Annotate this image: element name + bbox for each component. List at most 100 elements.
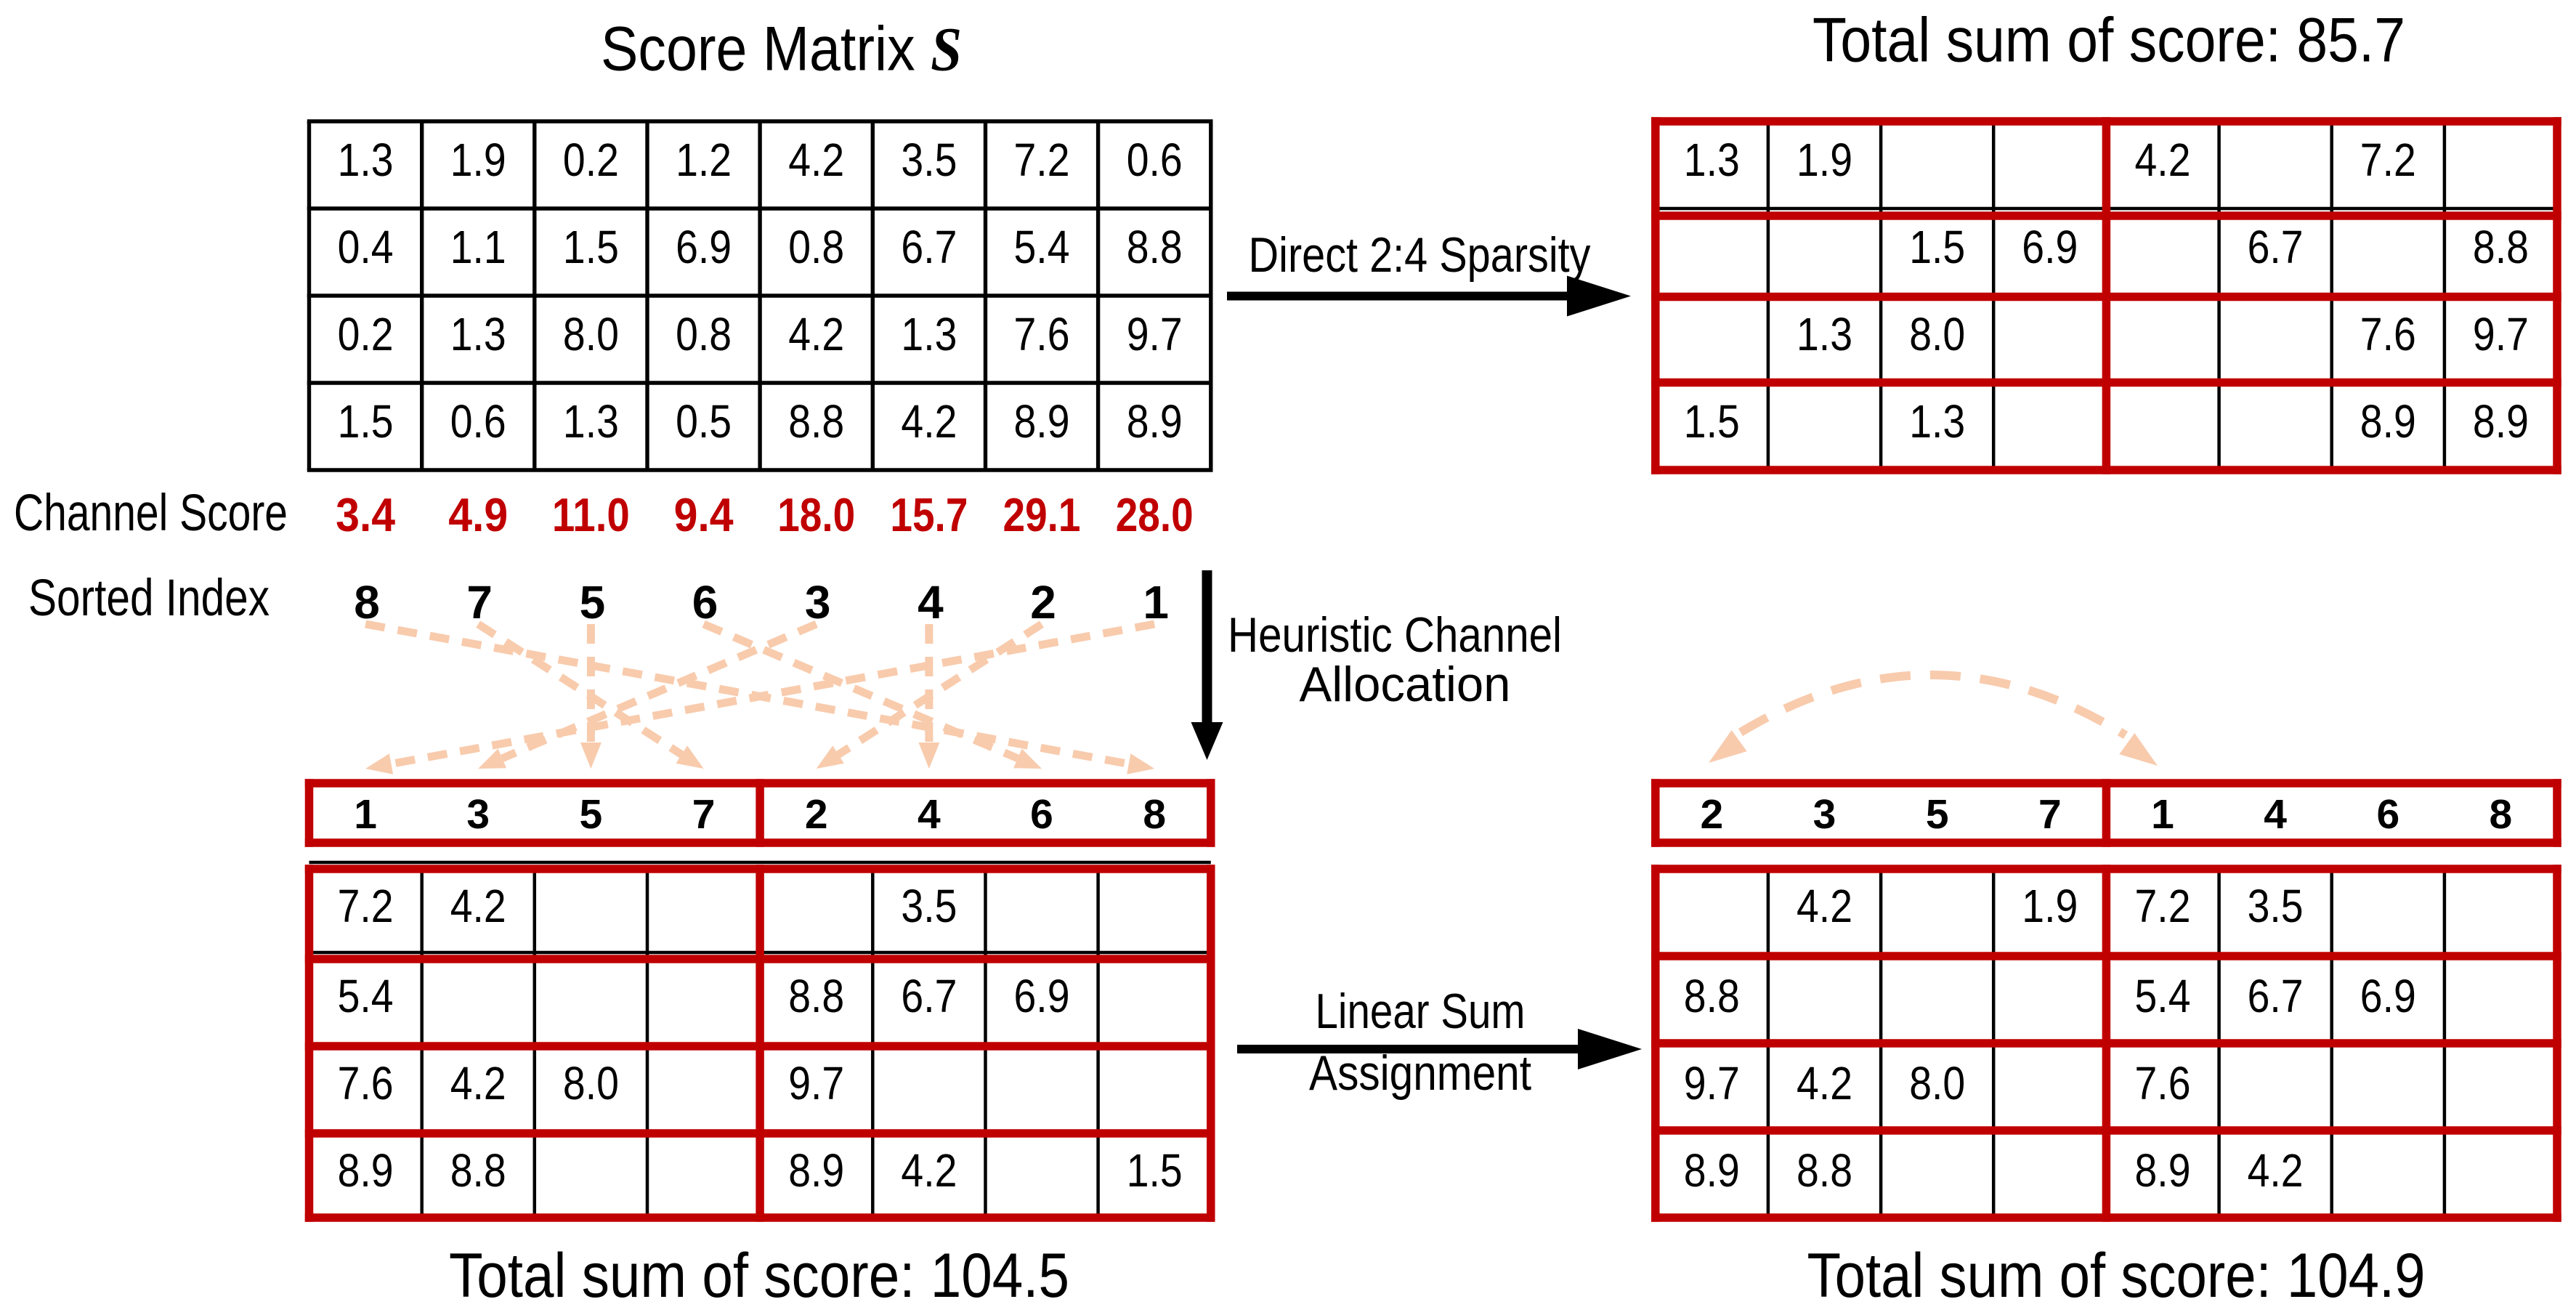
- svg-text:11.0: 11.0: [552, 488, 630, 541]
- svg-text:0.6: 0.6: [1127, 134, 1183, 186]
- svg-text:9.7: 9.7: [1684, 1057, 1740, 1109]
- svg-text:Allocation: Allocation: [1300, 657, 1511, 712]
- svg-text:29.1: 29.1: [1003, 488, 1081, 541]
- svg-text:2: 2: [805, 791, 828, 838]
- svg-text:7: 7: [692, 791, 716, 838]
- svg-text:3: 3: [466, 791, 490, 838]
- svg-text:4.2: 4.2: [1797, 1057, 1852, 1109]
- svg-text:4.2: 4.2: [450, 880, 506, 932]
- svg-text:6.9: 6.9: [2022, 221, 2078, 273]
- svg-text:7.2: 7.2: [2135, 880, 2191, 932]
- svg-text:6: 6: [2376, 791, 2399, 838]
- svg-text:1.2: 1.2: [676, 134, 732, 186]
- svg-text:Total sum of score: 104.5: Total sum of score: 104.5: [449, 1241, 1069, 1311]
- svg-text:3.5: 3.5: [2248, 880, 2304, 932]
- svg-text:Channel Score: Channel Score: [14, 485, 288, 542]
- svg-text:8.8: 8.8: [2473, 221, 2529, 273]
- svg-text:7: 7: [466, 576, 493, 628]
- svg-text:8.0: 8.0: [563, 1057, 619, 1109]
- svg-text:4: 4: [918, 791, 941, 838]
- svg-text:Heuristic Channel: Heuristic Channel: [1228, 607, 1562, 663]
- svg-text:4.2: 4.2: [788, 134, 844, 186]
- svg-text:6.7: 6.7: [2248, 221, 2304, 273]
- svg-text:8.9: 8.9: [2135, 1144, 2191, 1197]
- svg-text:2: 2: [1700, 791, 1723, 838]
- svg-text:6.9: 6.9: [2360, 970, 2416, 1022]
- svg-text:18.0: 18.0: [777, 488, 855, 541]
- svg-text:4.2: 4.2: [901, 395, 957, 448]
- svg-text:1.9: 1.9: [2022, 880, 2078, 932]
- svg-text:7: 7: [2038, 791, 2062, 838]
- svg-text:8.8: 8.8: [1127, 221, 1183, 273]
- svg-text:4.2: 4.2: [1797, 880, 1852, 932]
- svg-text:Total sum of score: 104.9: Total sum of score: 104.9: [1807, 1241, 2426, 1311]
- svg-text:9.7: 9.7: [2473, 308, 2529, 360]
- svg-text:6: 6: [1030, 791, 1053, 838]
- svg-text:5.4: 5.4: [338, 970, 394, 1022]
- svg-text:1.5: 1.5: [563, 221, 619, 273]
- svg-text:1.9: 1.9: [450, 134, 506, 186]
- svg-text:1.5: 1.5: [1127, 1144, 1183, 1197]
- svg-text:4.2: 4.2: [450, 1057, 506, 1109]
- svg-text:8.9: 8.9: [1014, 395, 1070, 448]
- svg-text:1.3: 1.3: [1797, 308, 1852, 360]
- svg-text:Assignment: Assignment: [1309, 1045, 1531, 1101]
- svg-text:7.6: 7.6: [338, 1057, 394, 1109]
- svg-text:3: 3: [1813, 791, 1836, 838]
- svg-text:8.0: 8.0: [563, 308, 619, 360]
- svg-text:8: 8: [2490, 791, 2513, 838]
- svg-text:6.7: 6.7: [901, 970, 957, 1022]
- svg-text:8.9: 8.9: [788, 1144, 844, 1197]
- svg-text:Sorted Index: Sorted Index: [28, 570, 270, 627]
- svg-text:1.9: 1.9: [1797, 134, 1852, 186]
- svg-text:9.4: 9.4: [674, 488, 734, 541]
- svg-text:9.7: 9.7: [788, 1057, 844, 1109]
- svg-text:0.8: 0.8: [788, 221, 844, 273]
- svg-text:7.2: 7.2: [2360, 134, 2416, 186]
- svg-text:5: 5: [580, 791, 603, 838]
- svg-text:8.8: 8.8: [788, 395, 844, 448]
- svg-text:1.3: 1.3: [1684, 134, 1740, 186]
- svg-text:Total sum of score: 85.7: Total sum of score: 85.7: [1812, 6, 2405, 76]
- svg-text:1: 1: [2151, 791, 2174, 838]
- svg-text:3.5: 3.5: [901, 134, 957, 186]
- svg-text:0.2: 0.2: [338, 308, 394, 360]
- svg-text:8.0: 8.0: [1909, 308, 1965, 360]
- svg-text:0.5: 0.5: [676, 395, 732, 448]
- svg-text:0.4: 0.4: [338, 221, 394, 273]
- svg-text:1.3: 1.3: [563, 395, 619, 448]
- svg-text:1.3: 1.3: [450, 308, 506, 360]
- svg-text:Score Matrix S: Score Matrix S: [601, 15, 962, 84]
- svg-text:1.3: 1.3: [901, 308, 957, 360]
- svg-text:1.3: 1.3: [1909, 395, 1965, 448]
- svg-text:4.2: 4.2: [901, 1144, 957, 1197]
- svg-text:5: 5: [1926, 791, 1949, 838]
- svg-text:7.2: 7.2: [338, 880, 394, 932]
- svg-text:1.5: 1.5: [1909, 221, 1965, 273]
- svg-text:1: 1: [1143, 576, 1169, 628]
- svg-text:4.9: 4.9: [448, 488, 508, 541]
- svg-text:15.7: 15.7: [890, 488, 968, 541]
- svg-text:1.3: 1.3: [338, 134, 394, 186]
- svg-text:1.1: 1.1: [450, 221, 506, 273]
- svg-text:28.0: 28.0: [1116, 488, 1194, 541]
- svg-text:1: 1: [354, 791, 377, 838]
- svg-text:5.4: 5.4: [1014, 221, 1070, 273]
- svg-text:4.2: 4.2: [2135, 134, 2191, 186]
- svg-text:3.5: 3.5: [901, 880, 957, 932]
- svg-text:8.9: 8.9: [1127, 395, 1183, 448]
- svg-text:6.7: 6.7: [2248, 970, 2304, 1022]
- svg-text:8.9: 8.9: [338, 1144, 394, 1197]
- svg-text:6.9: 6.9: [676, 221, 732, 273]
- svg-text:6: 6: [692, 576, 718, 628]
- svg-text:3: 3: [805, 576, 831, 628]
- svg-text:Linear Sum: Linear Sum: [1316, 984, 1526, 1039]
- svg-text:4.2: 4.2: [788, 308, 844, 360]
- svg-text:8.0: 8.0: [1909, 1057, 1965, 1109]
- svg-text:7.6: 7.6: [2135, 1057, 2191, 1109]
- svg-text:8.8: 8.8: [450, 1144, 506, 1197]
- svg-text:8.9: 8.9: [2473, 395, 2529, 448]
- svg-text:1.5: 1.5: [1684, 395, 1740, 448]
- svg-text:3.4: 3.4: [336, 488, 395, 541]
- svg-text:6.9: 6.9: [1014, 970, 1070, 1022]
